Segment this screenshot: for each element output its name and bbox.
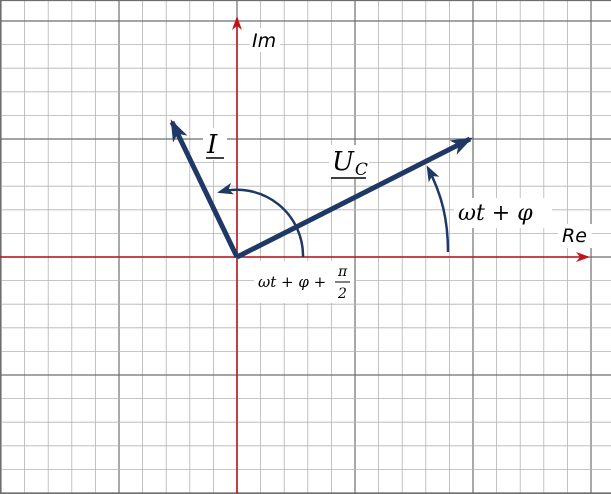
current-angle-arc: [217, 182, 305, 258]
voltage-phasor: [235, 136, 473, 260]
voltage-angle-arc: [426, 165, 450, 253]
im-axis-label: Im: [252, 30, 276, 52]
current-angle-denominator: 2: [337, 286, 347, 302]
current-phasor: [169, 119, 240, 259]
current-phasor-label: I: [206, 130, 218, 160]
current-angle-numerator: π: [337, 264, 348, 280]
voltage-phasor-label: UC: [332, 147, 368, 180]
current-angle-label: ωt + φ +: [258, 273, 326, 291]
voltage-angle-label: ωt + φ: [458, 201, 533, 226]
re-axis-label: Re: [562, 225, 587, 247]
